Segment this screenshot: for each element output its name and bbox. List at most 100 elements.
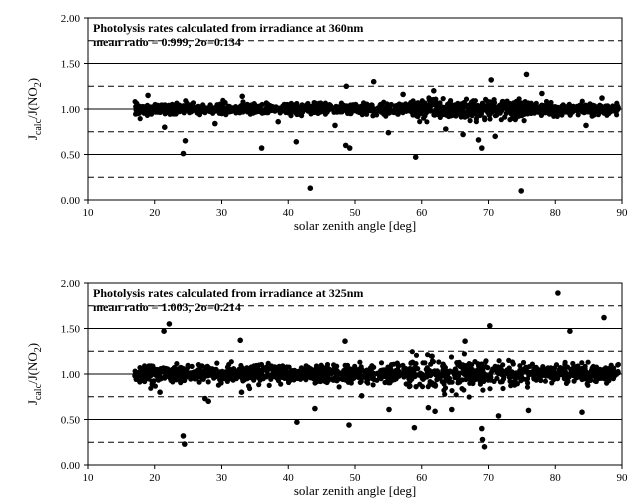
- data-point: [499, 104, 505, 110]
- data-point: [500, 385, 506, 392]
- data-point: [339, 101, 345, 108]
- data-point: [313, 374, 319, 380]
- data-point: [322, 108, 329, 114]
- data-point: [427, 379, 433, 385]
- data-point: [246, 383, 252, 389]
- data-point: [343, 103, 349, 109]
- data-point: [540, 103, 547, 109]
- x-axis-label: solar zenith angle [deg]: [294, 483, 416, 498]
- annotation-title: Photolysis rates calculated from irradia…: [93, 286, 363, 300]
- data-point: [408, 103, 414, 109]
- data-point: [491, 367, 497, 373]
- data-point: [466, 394, 472, 400]
- data-point: [469, 362, 475, 368]
- data-point: [434, 377, 440, 383]
- data-point: [166, 109, 172, 115]
- data-point: [480, 387, 486, 393]
- data-point-outlier: [479, 425, 485, 432]
- data-point: [322, 100, 328, 106]
- data-point: [508, 383, 514, 389]
- data-point: [148, 111, 155, 117]
- data-point: [496, 358, 502, 364]
- data-point: [464, 113, 470, 119]
- data-point: [148, 363, 154, 369]
- data-point: [546, 371, 552, 377]
- data-point: [606, 373, 612, 380]
- data-point: [340, 376, 346, 383]
- data-point: [176, 373, 182, 379]
- data-point: [452, 372, 459, 378]
- data-point: [226, 109, 232, 115]
- data-point: [419, 98, 425, 104]
- data-point: [220, 97, 226, 103]
- data-point: [370, 382, 376, 388]
- data-point: [379, 367, 385, 373]
- data-point: [351, 365, 358, 371]
- data-point: [608, 106, 614, 112]
- y-tick-label: 0.00: [61, 195, 81, 207]
- data-point: [578, 374, 585, 381]
- data-point: [417, 119, 423, 125]
- data-point: [358, 105, 364, 111]
- data-point: [432, 100, 439, 106]
- data-point: [468, 378, 474, 384]
- chart-panel-1: 0.00 0.50 1.00 1.50 2.00 10 20 30 40 50 60 70 80 90 so…: [25, 13, 628, 233]
- data-point: [166, 102, 172, 108]
- data-point: [386, 110, 392, 116]
- data-point: [268, 374, 275, 380]
- data-point-outlier: [475, 137, 482, 143]
- data-point: [425, 384, 431, 390]
- data-point: [288, 373, 294, 379]
- data-point: [314, 103, 320, 109]
- data-point: [533, 100, 539, 106]
- data-point: [406, 370, 412, 376]
- data-point: [573, 371, 579, 377]
- data-point-outlier: [307, 185, 314, 191]
- data-point: [238, 362, 244, 369]
- data-point: [448, 106, 454, 112]
- data-point: [256, 382, 262, 388]
- data-point: [499, 108, 505, 114]
- data-point: [519, 367, 525, 373]
- data-point: [540, 367, 546, 373]
- data-point: [162, 111, 168, 117]
- data-point: [137, 379, 143, 385]
- data-point-outlier: [180, 150, 187, 157]
- data-point: [436, 359, 442, 365]
- data-point: [178, 107, 184, 113]
- data-point: [177, 365, 183, 371]
- data-point: [425, 106, 432, 112]
- data-point-outlier: [487, 323, 493, 329]
- data-point: [610, 373, 617, 380]
- x-tick-label: 80: [550, 207, 562, 219]
- data-point: [482, 115, 488, 121]
- data-point: [407, 365, 413, 372]
- data-point: [521, 118, 527, 124]
- data-point: [463, 96, 470, 102]
- data-point: [266, 382, 272, 388]
- data-point-outlier: [495, 413, 502, 419]
- data-point-outlier: [370, 78, 377, 85]
- data-point-outlier: [239, 93, 245, 100]
- data-point: [167, 375, 173, 381]
- y-tick-label: 1.00: [61, 369, 81, 381]
- data-point: [437, 111, 443, 117]
- data-point-outlier: [462, 338, 468, 345]
- data-point: [288, 113, 294, 119]
- data-point: [445, 101, 451, 107]
- data-point: [533, 377, 539, 383]
- data-point: [237, 110, 243, 116]
- data-point: [264, 368, 270, 374]
- data-point: [585, 359, 591, 365]
- data-point: [594, 104, 600, 110]
- data-point-outlier: [182, 138, 189, 144]
- data-point: [604, 380, 610, 386]
- data-point: [478, 104, 484, 110]
- data-point: [322, 376, 328, 382]
- data-point: [517, 363, 523, 369]
- data-point: [553, 362, 560, 368]
- data-point-outlier: [583, 122, 589, 129]
- data-point: [144, 112, 150, 118]
- data-point: [317, 378, 323, 385]
- data-point: [189, 363, 195, 369]
